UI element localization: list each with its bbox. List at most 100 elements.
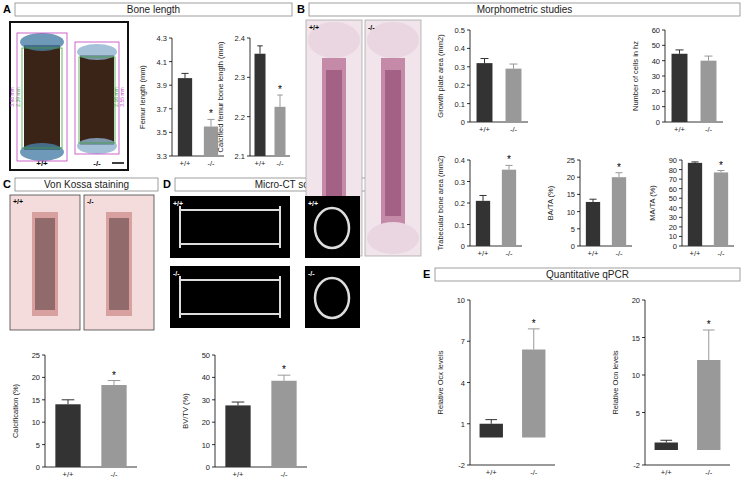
y-axis-label: Number of cells in hz [631, 41, 640, 111]
error-bar [485, 420, 497, 424]
bone-end [77, 44, 117, 60]
error-line [533, 329, 534, 350]
x-tick-label: -/- [207, 159, 215, 168]
error-line [284, 375, 285, 381]
y-tick-label: 7 [461, 337, 465, 346]
error-line [185, 73, 186, 78]
bar [55, 404, 80, 467]
y-tick [467, 423, 470, 424]
x-tick-label: -/- [705, 125, 713, 134]
y-tick [662, 106, 665, 107]
error-line [114, 381, 115, 385]
y-tick [42, 377, 45, 378]
plot-area [255, 46, 286, 156]
significance: * [209, 108, 213, 119]
bar [586, 202, 600, 246]
measure-box [22, 48, 62, 148]
plot-area [655, 330, 721, 450]
plot-area [178, 73, 218, 156]
y-tick [679, 217, 682, 218]
y-tick [662, 30, 665, 31]
y-axis [580, 160, 581, 246]
y-axis-label: BA/TA (%) [546, 185, 555, 220]
x-tick-label: +/+ [63, 470, 74, 479]
error-line [708, 330, 709, 360]
error-bar [207, 119, 214, 126]
y-tick-label: 80 [669, 166, 677, 175]
x-tick-label: -/- [705, 468, 713, 477]
y-tick-label: 0.5 [455, 26, 465, 35]
y-tick [467, 122, 470, 123]
y-tick-label: 10 [567, 208, 575, 217]
y-tick-label: 0.3 [455, 178, 465, 187]
bar [522, 350, 545, 438]
x-tick-label: +/+ [233, 470, 244, 479]
error-cap [705, 56, 713, 57]
plot-area [480, 329, 546, 438]
error-bar [615, 173, 622, 177]
y-tick [679, 246, 682, 247]
y-axis [45, 355, 46, 467]
x-tick-label: +/+ [180, 159, 191, 168]
image-label: +/+ [13, 198, 23, 205]
x-tick-label: +/+ [479, 125, 490, 134]
y-tick-label: 25 [32, 351, 40, 360]
y-tick [467, 246, 470, 247]
error-cap [589, 199, 596, 200]
panel-letter: D [163, 178, 171, 190]
y-tick [169, 61, 172, 62]
error-cap [232, 402, 245, 403]
error-bar [589, 199, 596, 202]
y-tick [662, 76, 665, 77]
y-tick [642, 337, 645, 338]
y-axis-label: Femur length (mm) [138, 65, 147, 129]
y-tick-label: 30 [652, 72, 660, 81]
plot-area [55, 381, 126, 467]
y-tick-label: 3.7 [157, 105, 167, 114]
plot-area [477, 59, 522, 122]
error-line [68, 400, 69, 404]
error-bar [705, 56, 713, 61]
panel-header [309, 3, 740, 16]
y-tick-label: 60 [669, 185, 677, 194]
error-line [491, 420, 492, 424]
measurement: 2.39 mm [15, 87, 21, 106]
y-tick [662, 60, 665, 61]
y-tick-label: 3.9 [157, 81, 167, 90]
y-axis [470, 30, 471, 122]
y-tick-label: 0 [461, 242, 465, 251]
x-tick-label: +/+ [478, 249, 489, 258]
y-tick [467, 465, 470, 466]
diaphysis [381, 58, 405, 228]
y-tick-label: 4 [461, 379, 465, 388]
y-tick-label: 20 [652, 87, 660, 96]
y-axis [682, 160, 683, 246]
significance: * [278, 84, 282, 95]
x-tick-label: -/- [530, 468, 538, 477]
y-tick [467, 341, 470, 342]
panel-title: Morphometric studies [477, 4, 573, 15]
y-tick-label: 40 [652, 57, 660, 66]
y-tick [679, 207, 682, 208]
error-bar [62, 400, 75, 404]
y-tick [642, 465, 645, 466]
measure-box [17, 33, 67, 161]
measure-box [79, 57, 115, 143]
panel-letter: B [297, 3, 305, 15]
y-tick-label: 20 [669, 223, 677, 232]
chart: 0510152025BA/TA (%)+/+*-/- [546, 156, 632, 258]
y-tick [467, 48, 470, 49]
y-tick-label: 0 [36, 463, 40, 472]
error-bar [717, 171, 724, 173]
x-tick-label: -/- [505, 249, 513, 258]
y-tick-label: 20 [202, 418, 210, 427]
scale-bar [112, 162, 124, 164]
y-tick [679, 179, 682, 180]
y-tick-label: 15 [32, 396, 40, 405]
y-tick-label: 10 [202, 441, 210, 450]
measure-box [75, 42, 119, 154]
y-tick-label: 25 [567, 156, 575, 165]
bar [271, 381, 296, 467]
y-tick [169, 108, 172, 109]
bone-end [77, 138, 117, 154]
